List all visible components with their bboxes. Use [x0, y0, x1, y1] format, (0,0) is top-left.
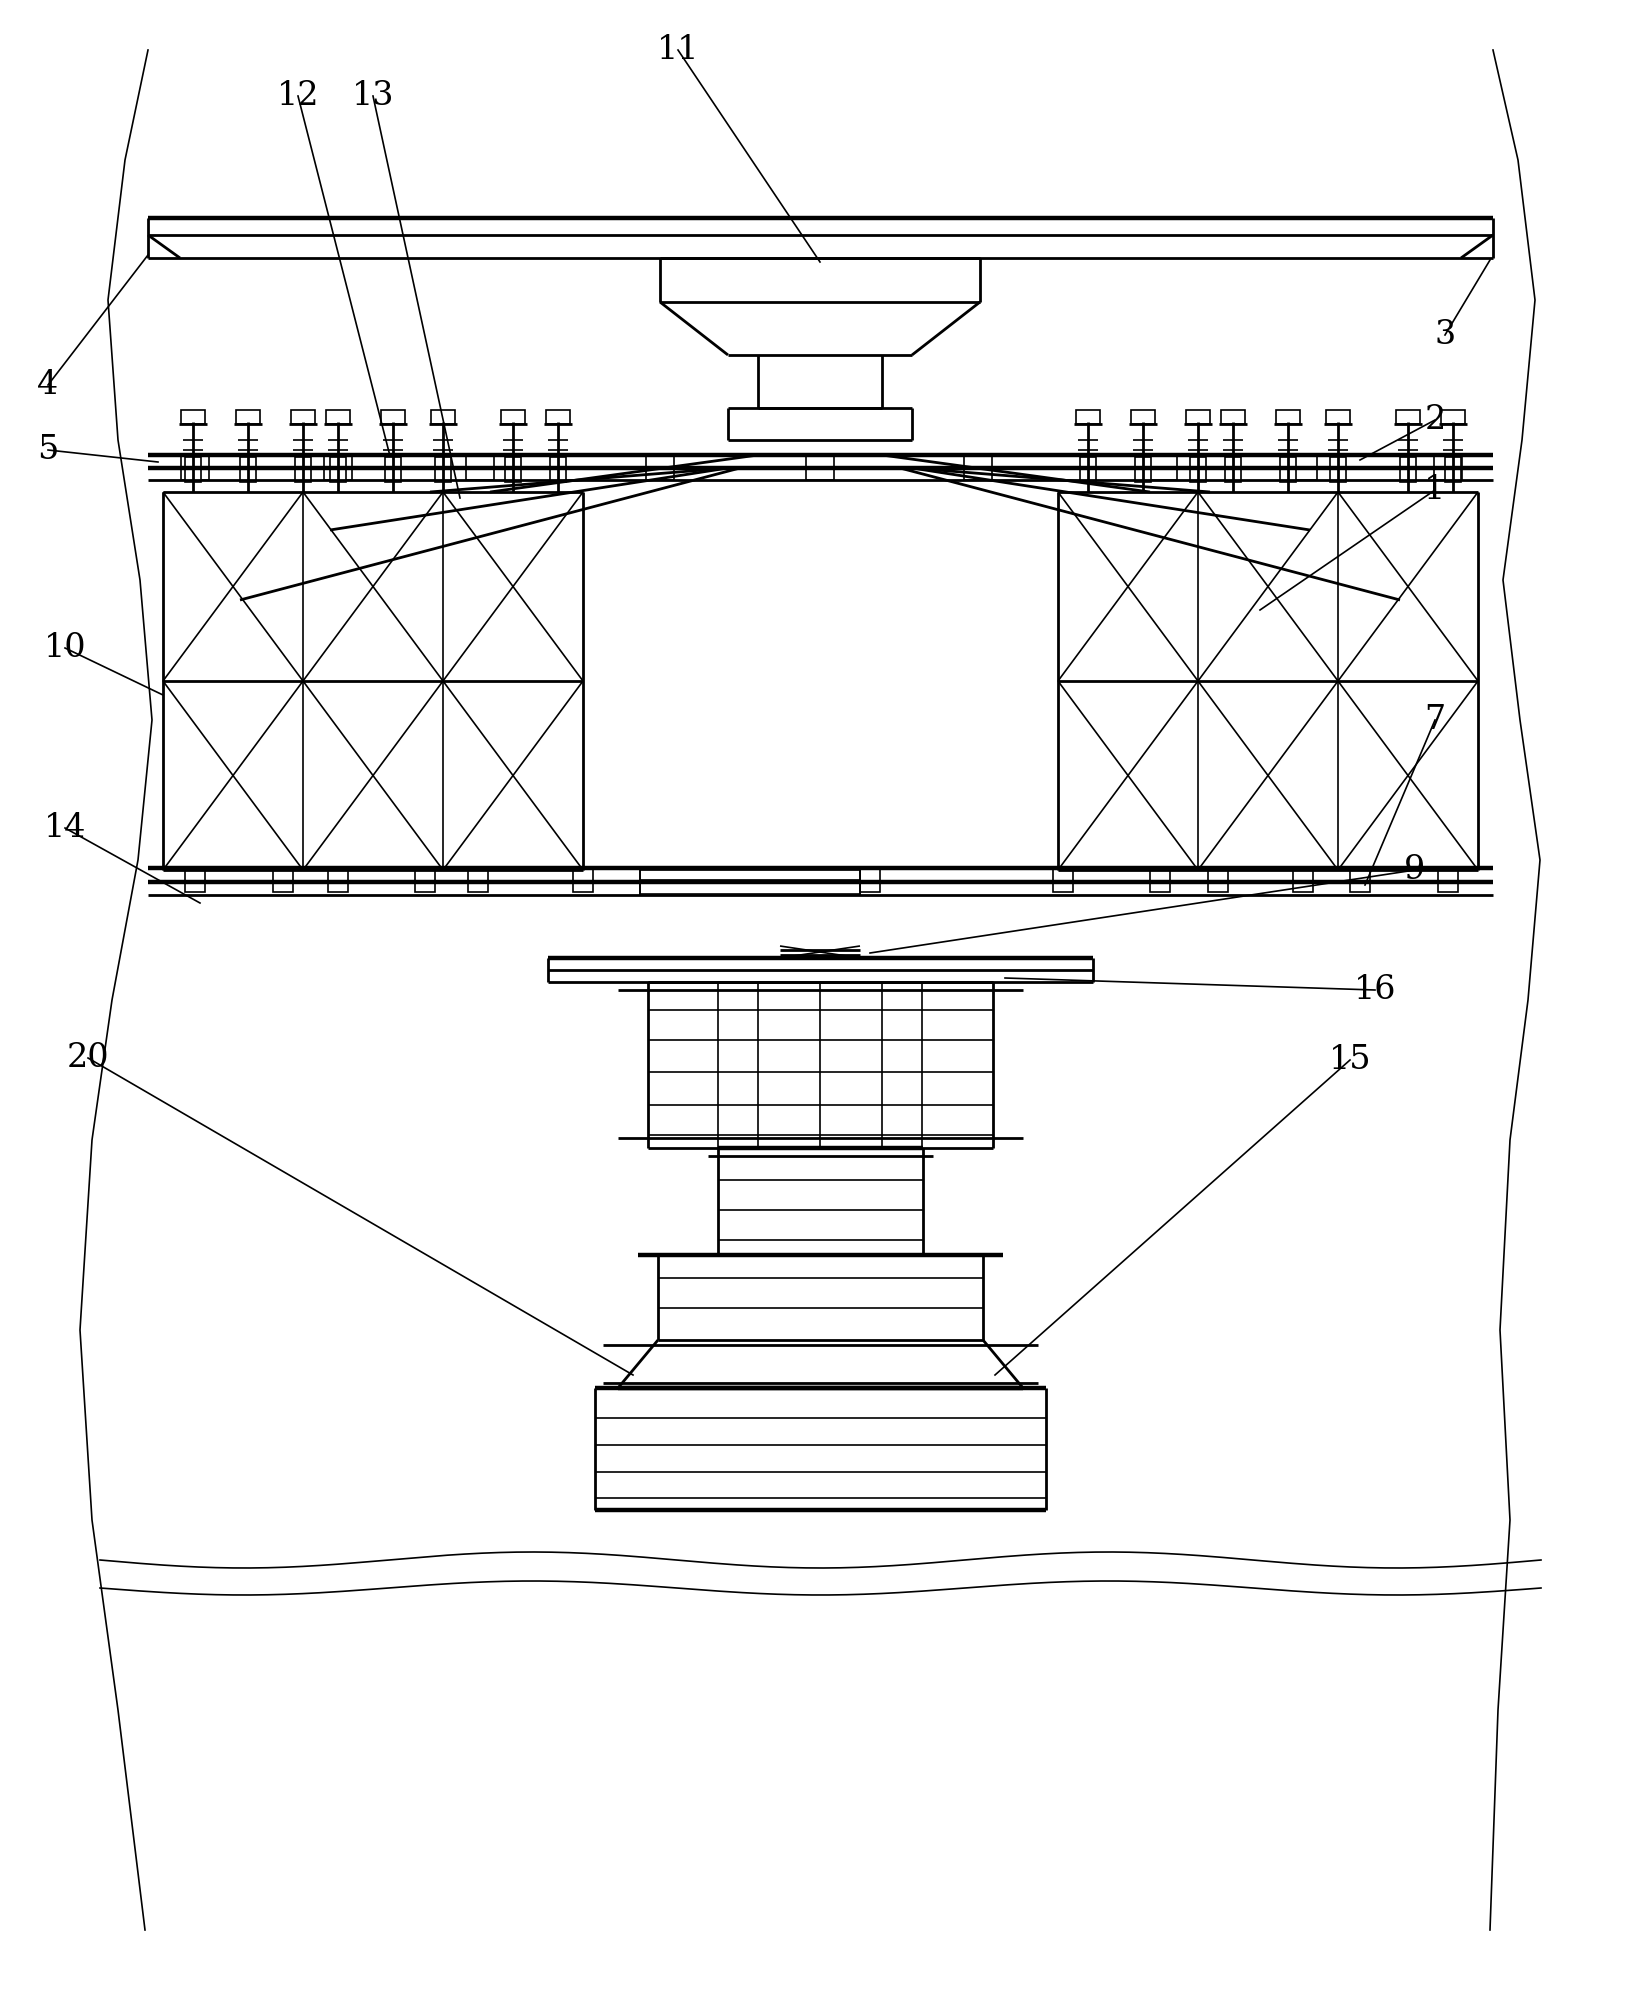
Bar	[381, 410, 405, 424]
Bar	[415, 870, 435, 892]
Bar	[501, 410, 525, 424]
Bar	[1224, 456, 1241, 482]
Bar	[181, 410, 205, 424]
Bar	[272, 870, 294, 892]
Bar	[327, 410, 350, 424]
Bar	[963, 456, 993, 480]
Bar	[1351, 870, 1370, 892]
Bar	[546, 410, 569, 424]
Bar	[1131, 410, 1155, 424]
Bar	[181, 456, 208, 480]
Bar	[290, 410, 315, 424]
Bar	[240, 456, 256, 482]
Bar	[1080, 456, 1096, 482]
Bar	[860, 870, 880, 892]
Bar	[1150, 870, 1170, 892]
Bar	[505, 456, 520, 482]
Text: 14: 14	[44, 812, 87, 844]
Bar	[1190, 456, 1206, 482]
Bar	[236, 410, 259, 424]
Bar	[295, 456, 312, 482]
Bar	[328, 870, 348, 892]
Text: 10: 10	[44, 633, 87, 665]
Bar	[1076, 410, 1099, 424]
Bar	[432, 410, 455, 424]
Text: 11: 11	[656, 34, 699, 66]
Bar	[1434, 456, 1462, 480]
Text: 7: 7	[1424, 703, 1446, 735]
Bar	[330, 456, 346, 482]
Bar	[1221, 410, 1246, 424]
Bar	[650, 870, 670, 892]
Text: 3: 3	[1434, 319, 1456, 352]
Bar	[745, 870, 765, 892]
Bar	[1277, 410, 1300, 424]
Bar	[1288, 456, 1318, 480]
Bar	[806, 456, 834, 480]
Bar	[1293, 870, 1313, 892]
Bar	[185, 870, 205, 892]
Text: 4: 4	[38, 370, 59, 402]
Bar	[1329, 456, 1346, 482]
Text: 15: 15	[1329, 1045, 1372, 1077]
Text: 1: 1	[1424, 474, 1446, 506]
Text: 20: 20	[67, 1043, 110, 1075]
Bar	[640, 870, 860, 894]
Bar	[323, 456, 353, 480]
Bar	[573, 870, 592, 892]
Text: 9: 9	[1405, 854, 1426, 886]
Text: 13: 13	[351, 80, 394, 113]
Bar	[468, 870, 487, 892]
Bar	[1438, 870, 1457, 892]
Bar	[1326, 410, 1351, 424]
Bar	[1400, 456, 1416, 482]
Bar	[386, 456, 400, 482]
Text: 12: 12	[277, 80, 320, 113]
Bar	[435, 456, 451, 482]
Bar	[798, 870, 817, 892]
Bar	[1054, 870, 1073, 892]
Bar	[1186, 410, 1209, 424]
Bar	[647, 456, 674, 480]
Bar	[1280, 456, 1296, 482]
Bar	[1149, 456, 1177, 480]
Bar	[1136, 456, 1150, 482]
Bar	[550, 456, 566, 482]
Bar	[1396, 410, 1419, 424]
Text: 16: 16	[1354, 974, 1396, 1007]
Bar	[1208, 870, 1227, 892]
Bar	[1441, 410, 1465, 424]
Bar	[1446, 456, 1460, 482]
Bar	[185, 456, 200, 482]
Bar	[466, 456, 494, 480]
Text: 2: 2	[1424, 404, 1446, 436]
Text: 5: 5	[38, 434, 59, 466]
